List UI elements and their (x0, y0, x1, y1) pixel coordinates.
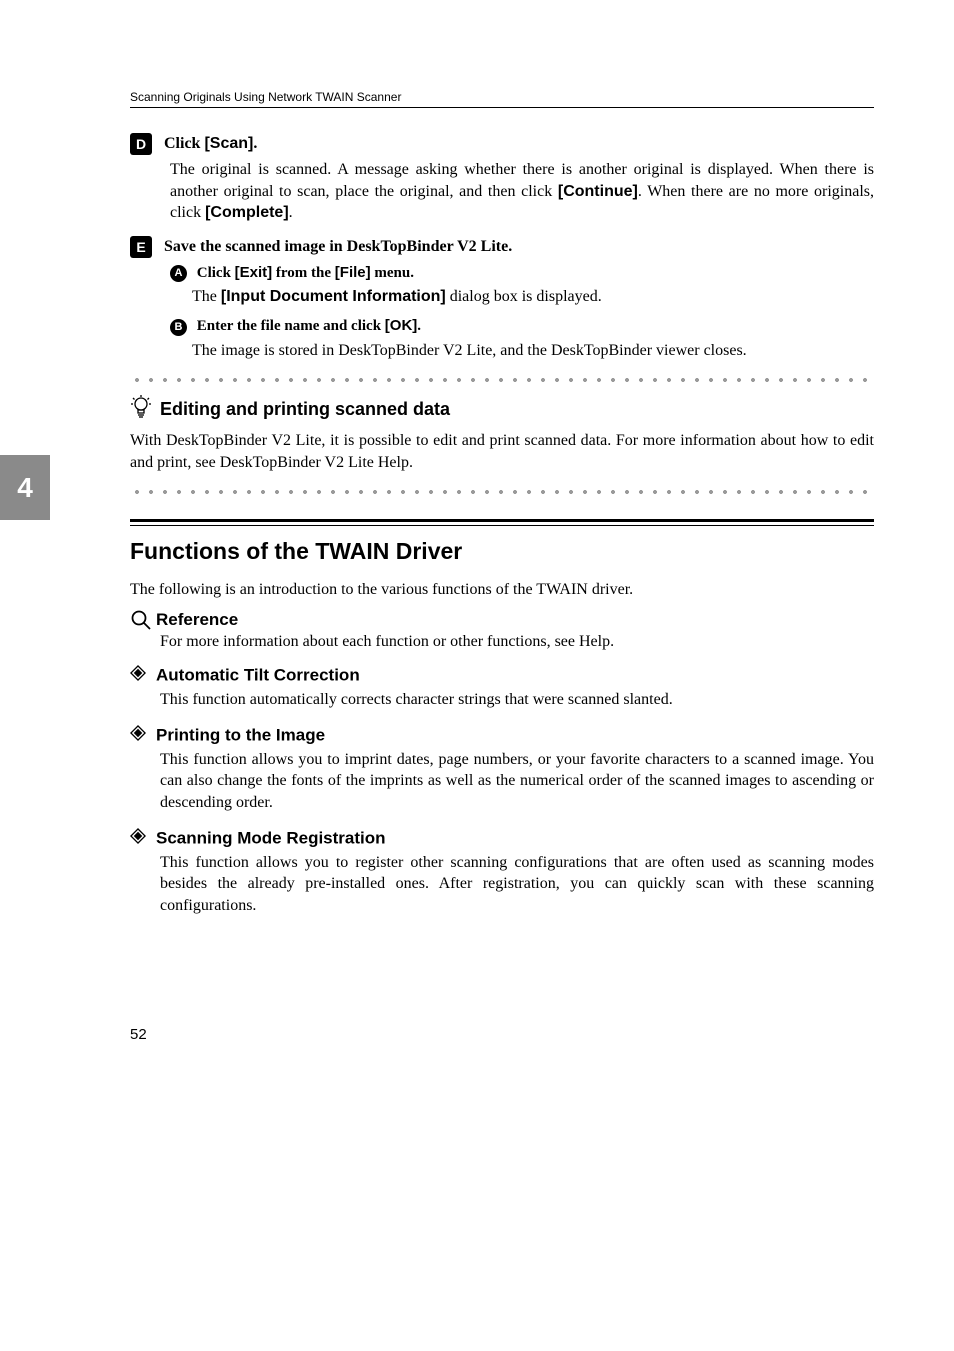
step-4: D Click [Scan]. (130, 133, 874, 155)
step-number-icon: E (130, 236, 152, 258)
feature-row: Printing to the Image (130, 725, 874, 746)
lightbulb-icon (130, 395, 152, 424)
reference-body: For more information about each function… (160, 633, 874, 651)
text: . (417, 318, 421, 334)
ui-label: [Input Document Information] (221, 288, 446, 305)
text: . (253, 135, 257, 152)
step-number-icon: D (130, 133, 152, 155)
tip-body: With DeskTopBinder V2 Lite, it is possib… (130, 430, 874, 473)
substep-number-icon: B (170, 319, 187, 336)
text: . (289, 204, 293, 221)
section-title: Functions of the TWAIN Driver (130, 538, 874, 565)
page-number: 52 (130, 1026, 874, 1043)
text: Enter the file name and click (197, 318, 385, 334)
text: from the (272, 265, 335, 281)
feature-row: Automatic Tilt Correction (130, 665, 874, 686)
substep-number-icon: A (170, 265, 187, 282)
feature-body: This function automatically corrects cha… (160, 689, 874, 711)
diamond-icon (130, 665, 146, 686)
ui-label: [Exit] (235, 264, 273, 281)
feature-body: This function allows you to register oth… (160, 852, 874, 917)
ui-label: [File] (335, 264, 371, 281)
feature-title: Automatic Tilt Correction (156, 666, 360, 685)
section-rule (130, 519, 874, 526)
dotted-separator (130, 487, 874, 497)
tip-heading: Editing and printing scanned data (160, 399, 450, 419)
step-label: Click [Scan]. (164, 135, 257, 152)
feature-body: This function allows you to imprint date… (160, 749, 874, 814)
ui-label: [Continue] (558, 183, 638, 200)
feature-title: Printing to the Image (156, 725, 325, 744)
diamond-icon (130, 828, 146, 849)
feature-title: Scanning Mode Registration (156, 828, 386, 847)
step-body: The original is scanned. A message askin… (170, 159, 874, 224)
substep-body: The image is stored in DeskTopBinder V2 … (192, 340, 874, 362)
text: menu. (371, 265, 414, 281)
ui-label: [Complete] (205, 204, 289, 221)
feature-row: Scanning Mode Registration (130, 828, 874, 849)
step-label: Save the scanned image in DeskTopBinder … (164, 238, 512, 255)
dotted-separator (130, 375, 874, 385)
substep-2: B Enter the file name and click [OK]. (170, 317, 874, 335)
step-5: E Save the scanned image in DeskTopBinde… (130, 236, 874, 258)
page-container: 4 Scanning Originals Using Network TWAIN… (0, 0, 954, 1113)
substep-1: A Click [Exit] from the [File] menu. (170, 264, 874, 282)
tip-heading-row: Editing and printing scanned data (130, 395, 874, 424)
section-tab: 4 (0, 455, 50, 520)
text: The (192, 288, 221, 305)
section-intro: The following is an introduction to the … (130, 581, 874, 599)
substep-body: The [Input Document Information] dialog … (192, 286, 874, 308)
text: Click (164, 135, 204, 152)
reference-row: Reference (130, 609, 874, 631)
header-rule (130, 107, 874, 108)
text: dialog box is displayed. (446, 288, 602, 305)
ui-label: [OK] (385, 317, 418, 334)
reference-heading: Reference (156, 610, 238, 629)
running-header: Scanning Originals Using Network TWAIN S… (130, 90, 874, 104)
diamond-icon (130, 725, 146, 746)
text: Click (197, 265, 235, 281)
magnifier-icon (130, 611, 156, 628)
ui-label: [Scan] (204, 135, 253, 152)
